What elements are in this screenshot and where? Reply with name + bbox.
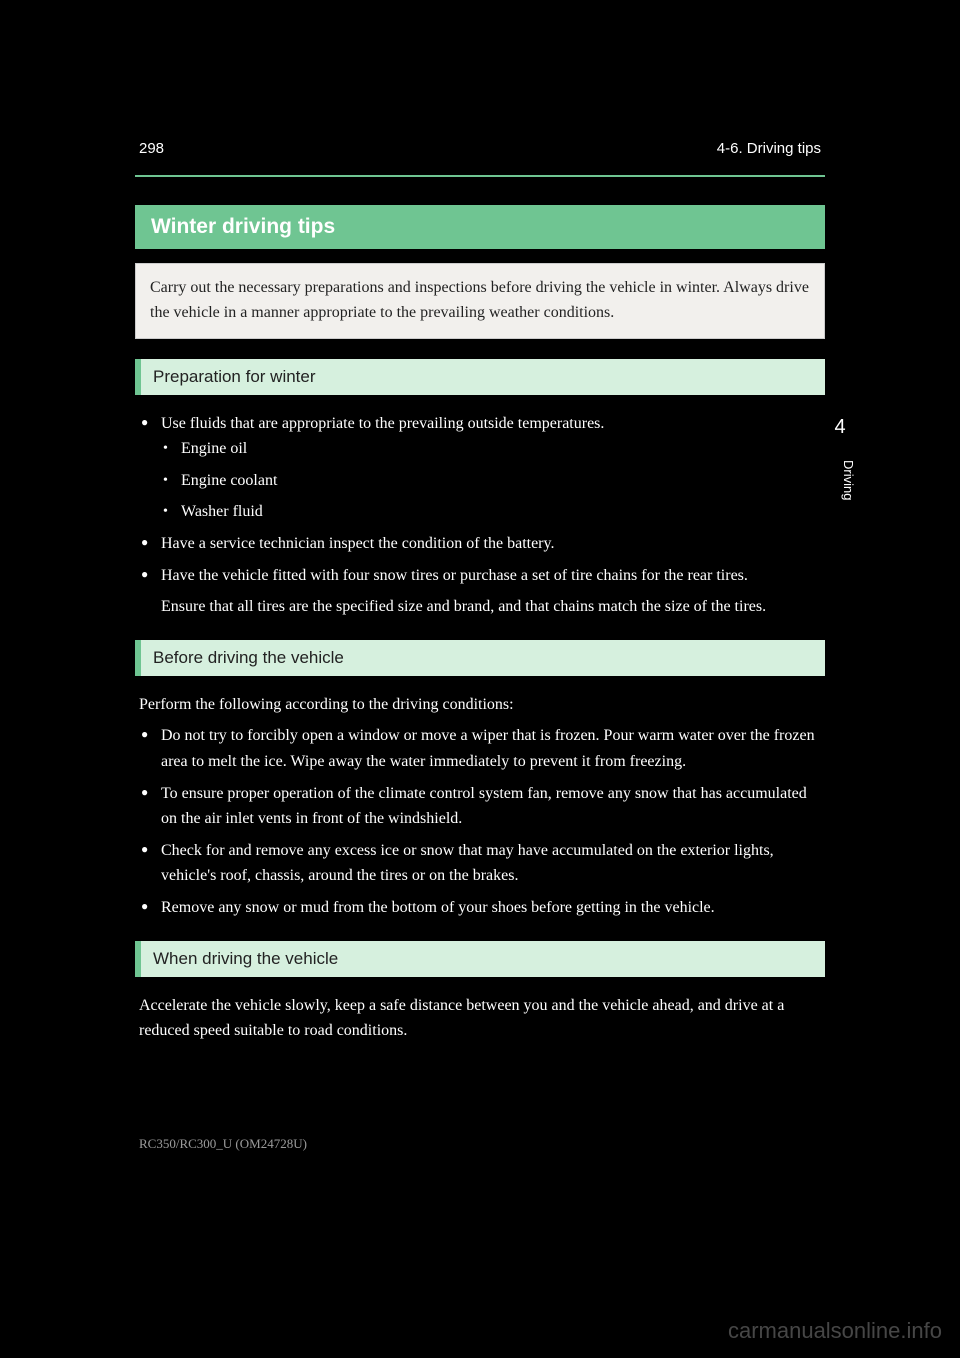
section-lead: Perform the following according to the d…	[135, 692, 825, 718]
section-body: Accelerate the vehicle slowly, keep a sa…	[135, 993, 825, 1044]
bullet-list: Use fluids that are appropriate to the p…	[135, 411, 825, 589]
sub-list: Engine oil Engine coolant Washer fluid	[161, 436, 825, 525]
footer-code: RC350/RC300_U (OM24728U)	[135, 1134, 825, 1155]
list-item: To ensure proper operation of the climat…	[139, 781, 825, 832]
sub-list-item: Washer fluid	[161, 499, 825, 525]
section-header-before-driving: Before driving the vehicle	[135, 640, 825, 676]
intro-text: Carry out the necessary preparations and…	[135, 263, 825, 339]
page-title: Winter driving tips	[135, 205, 825, 249]
page-number: 298	[139, 140, 164, 157]
list-item: Remove any snow or mud from the bottom o…	[139, 895, 825, 921]
section-header-when-driving: When driving the vehicle	[135, 941, 825, 977]
sub-list-item: Engine coolant	[161, 468, 825, 494]
list-item: Use fluids that are appropriate to the p…	[139, 411, 825, 525]
section-header-preparation: Preparation for winter	[135, 359, 825, 395]
section-heading: Preparation for winter	[141, 359, 328, 395]
list-item: Check for and remove any excess ice or s…	[139, 838, 825, 889]
list-item: Have a service technician inspect the co…	[139, 531, 825, 557]
chapter-tab: 4	[826, 400, 854, 454]
sub-list-item: Engine oil	[161, 436, 825, 462]
section-note: Ensure that all tires are the specified …	[135, 594, 825, 620]
section-heading: Before driving the vehicle	[141, 640, 356, 676]
bullet-list: Do not try to forcibly open a window or …	[135, 723, 825, 920]
header-section-path: 4-6. Driving tips	[717, 140, 821, 157]
chapter-number: 4	[834, 416, 845, 439]
page-header: 298 4-6. Driving tips	[135, 140, 825, 157]
header-divider	[135, 175, 825, 177]
watermark: carmanualsonline.info	[728, 1318, 942, 1344]
list-item-text: Use fluids that are appropriate to the p…	[161, 415, 604, 432]
chapter-tab-label: Driving	[826, 460, 856, 500]
section-heading: When driving the vehicle	[141, 941, 350, 977]
list-item: Have the vehicle fitted with four snow t…	[139, 563, 825, 589]
list-item: Do not try to forcibly open a window or …	[139, 723, 825, 774]
